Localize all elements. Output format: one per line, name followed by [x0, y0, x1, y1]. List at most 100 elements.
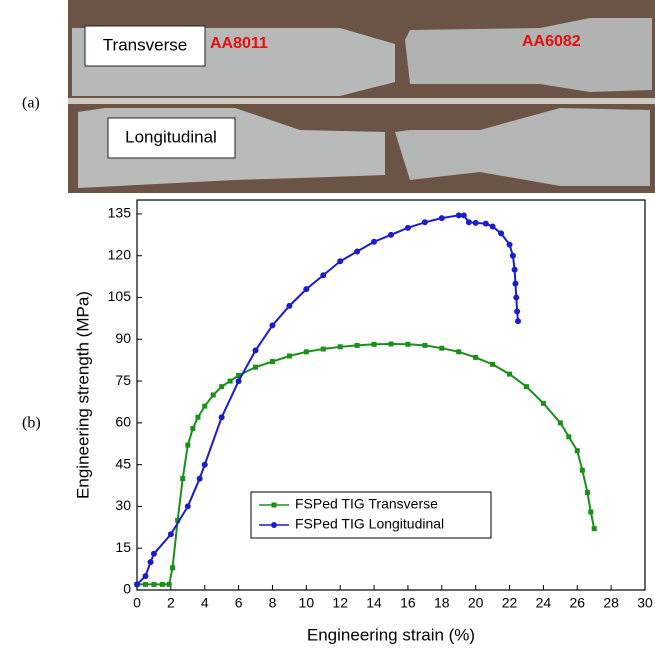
legend-label: FSPed TIG Longitudinal: [295, 516, 444, 532]
data-point: [202, 462, 208, 468]
data-point: [422, 343, 427, 348]
x-tick-label: 18: [434, 595, 450, 611]
y-tick-label: 105: [108, 288, 132, 304]
data-point: [524, 384, 529, 389]
data-point: [512, 281, 518, 287]
data-point: [461, 212, 467, 218]
data-point: [303, 286, 309, 292]
specimen-label: Transverse: [103, 35, 187, 54]
data-point: [466, 219, 472, 225]
data-point: [151, 551, 157, 557]
x-tick-label: 24: [536, 595, 552, 611]
data-point: [490, 362, 495, 367]
y-tick-label: 15: [115, 539, 131, 555]
x-tick-label: 14: [366, 595, 382, 611]
data-point: [143, 582, 148, 587]
data-point: [211, 393, 216, 398]
data-point: [185, 443, 190, 448]
x-tick-label: 2: [167, 595, 175, 611]
data-point: [498, 230, 504, 236]
y-tick-label: 45: [115, 455, 131, 471]
data-point: [190, 426, 195, 431]
data-point: [566, 434, 571, 439]
data-point: [371, 239, 377, 245]
data-point: [180, 476, 185, 481]
y-tick-label: 90: [115, 330, 131, 346]
x-tick-label: 28: [603, 595, 619, 611]
data-point: [515, 318, 521, 324]
y-tick-label: 30: [115, 497, 131, 513]
data-point: [473, 220, 479, 226]
figure: Transverse AA8011 AA6082 Longitudinal (a…: [0, 0, 655, 653]
x-tick-label: 26: [569, 595, 585, 611]
data-point: [320, 272, 326, 278]
x-axis-label: Engineering strain (%): [307, 625, 475, 644]
data-point: [510, 253, 516, 259]
x-tick-label: 12: [332, 595, 348, 611]
data-point: [585, 490, 590, 495]
data-point: [507, 242, 513, 248]
data-point: [167, 582, 172, 587]
legend-marker: [271, 522, 277, 528]
data-point: [514, 308, 520, 314]
data-point: [253, 365, 258, 370]
data-point: [236, 378, 242, 384]
panel-label: (b): [22, 415, 41, 432]
x-tick-label: 4: [201, 595, 209, 611]
x-tick-label: 30: [637, 595, 653, 611]
data-point: [512, 267, 518, 273]
x-tick-label: 16: [400, 595, 416, 611]
data-point: [168, 531, 174, 537]
x-tick-label: 8: [269, 595, 277, 611]
y-tick-label: 60: [115, 414, 131, 430]
data-point: [588, 510, 593, 515]
data-point: [558, 420, 563, 425]
data-point: [185, 503, 191, 509]
data-point: [338, 344, 343, 349]
data-point: [354, 249, 360, 255]
data-point: [473, 355, 478, 360]
data-point: [439, 346, 444, 351]
legend-marker: [272, 503, 277, 508]
data-point: [197, 476, 203, 482]
data-point: [456, 349, 461, 354]
data-point: [580, 468, 585, 473]
data-point: [337, 258, 343, 264]
data-point: [304, 349, 309, 354]
data-point: [219, 384, 224, 389]
photo-divider: [68, 98, 655, 104]
data-point: [541, 401, 546, 406]
x-tick-label: 20: [468, 595, 484, 611]
data-point: [405, 342, 410, 347]
x-tick-label: 6: [235, 595, 243, 611]
data-point: [202, 404, 207, 409]
data-point: [219, 414, 225, 420]
data-point: [513, 295, 519, 301]
data-point: [253, 347, 259, 353]
data-point: [507, 372, 512, 377]
data-point: [592, 526, 597, 531]
data-point: [195, 415, 200, 420]
y-tick-label: 75: [115, 372, 131, 388]
y-tick-label: 135: [108, 205, 132, 221]
data-point: [148, 559, 154, 565]
data-point: [160, 582, 165, 587]
data-point: [575, 448, 580, 453]
legend-label: FSPed TIG Transverse: [295, 496, 438, 512]
data-point: [321, 347, 326, 352]
data-point: [355, 343, 360, 348]
y-axis-label: Engineering strength (MPa): [73, 291, 92, 499]
data-point: [483, 221, 489, 227]
panel-label: (a): [22, 95, 40, 112]
data-point: [269, 322, 275, 328]
data-point: [142, 573, 148, 579]
data-point: [422, 219, 428, 225]
y-tick-label: 120: [108, 246, 132, 262]
data-point: [151, 582, 156, 587]
data-point: [372, 342, 377, 347]
data-point: [439, 215, 445, 221]
data-point: [270, 359, 275, 364]
data-point: [170, 565, 175, 570]
alloy-label: AA6082: [522, 33, 581, 50]
